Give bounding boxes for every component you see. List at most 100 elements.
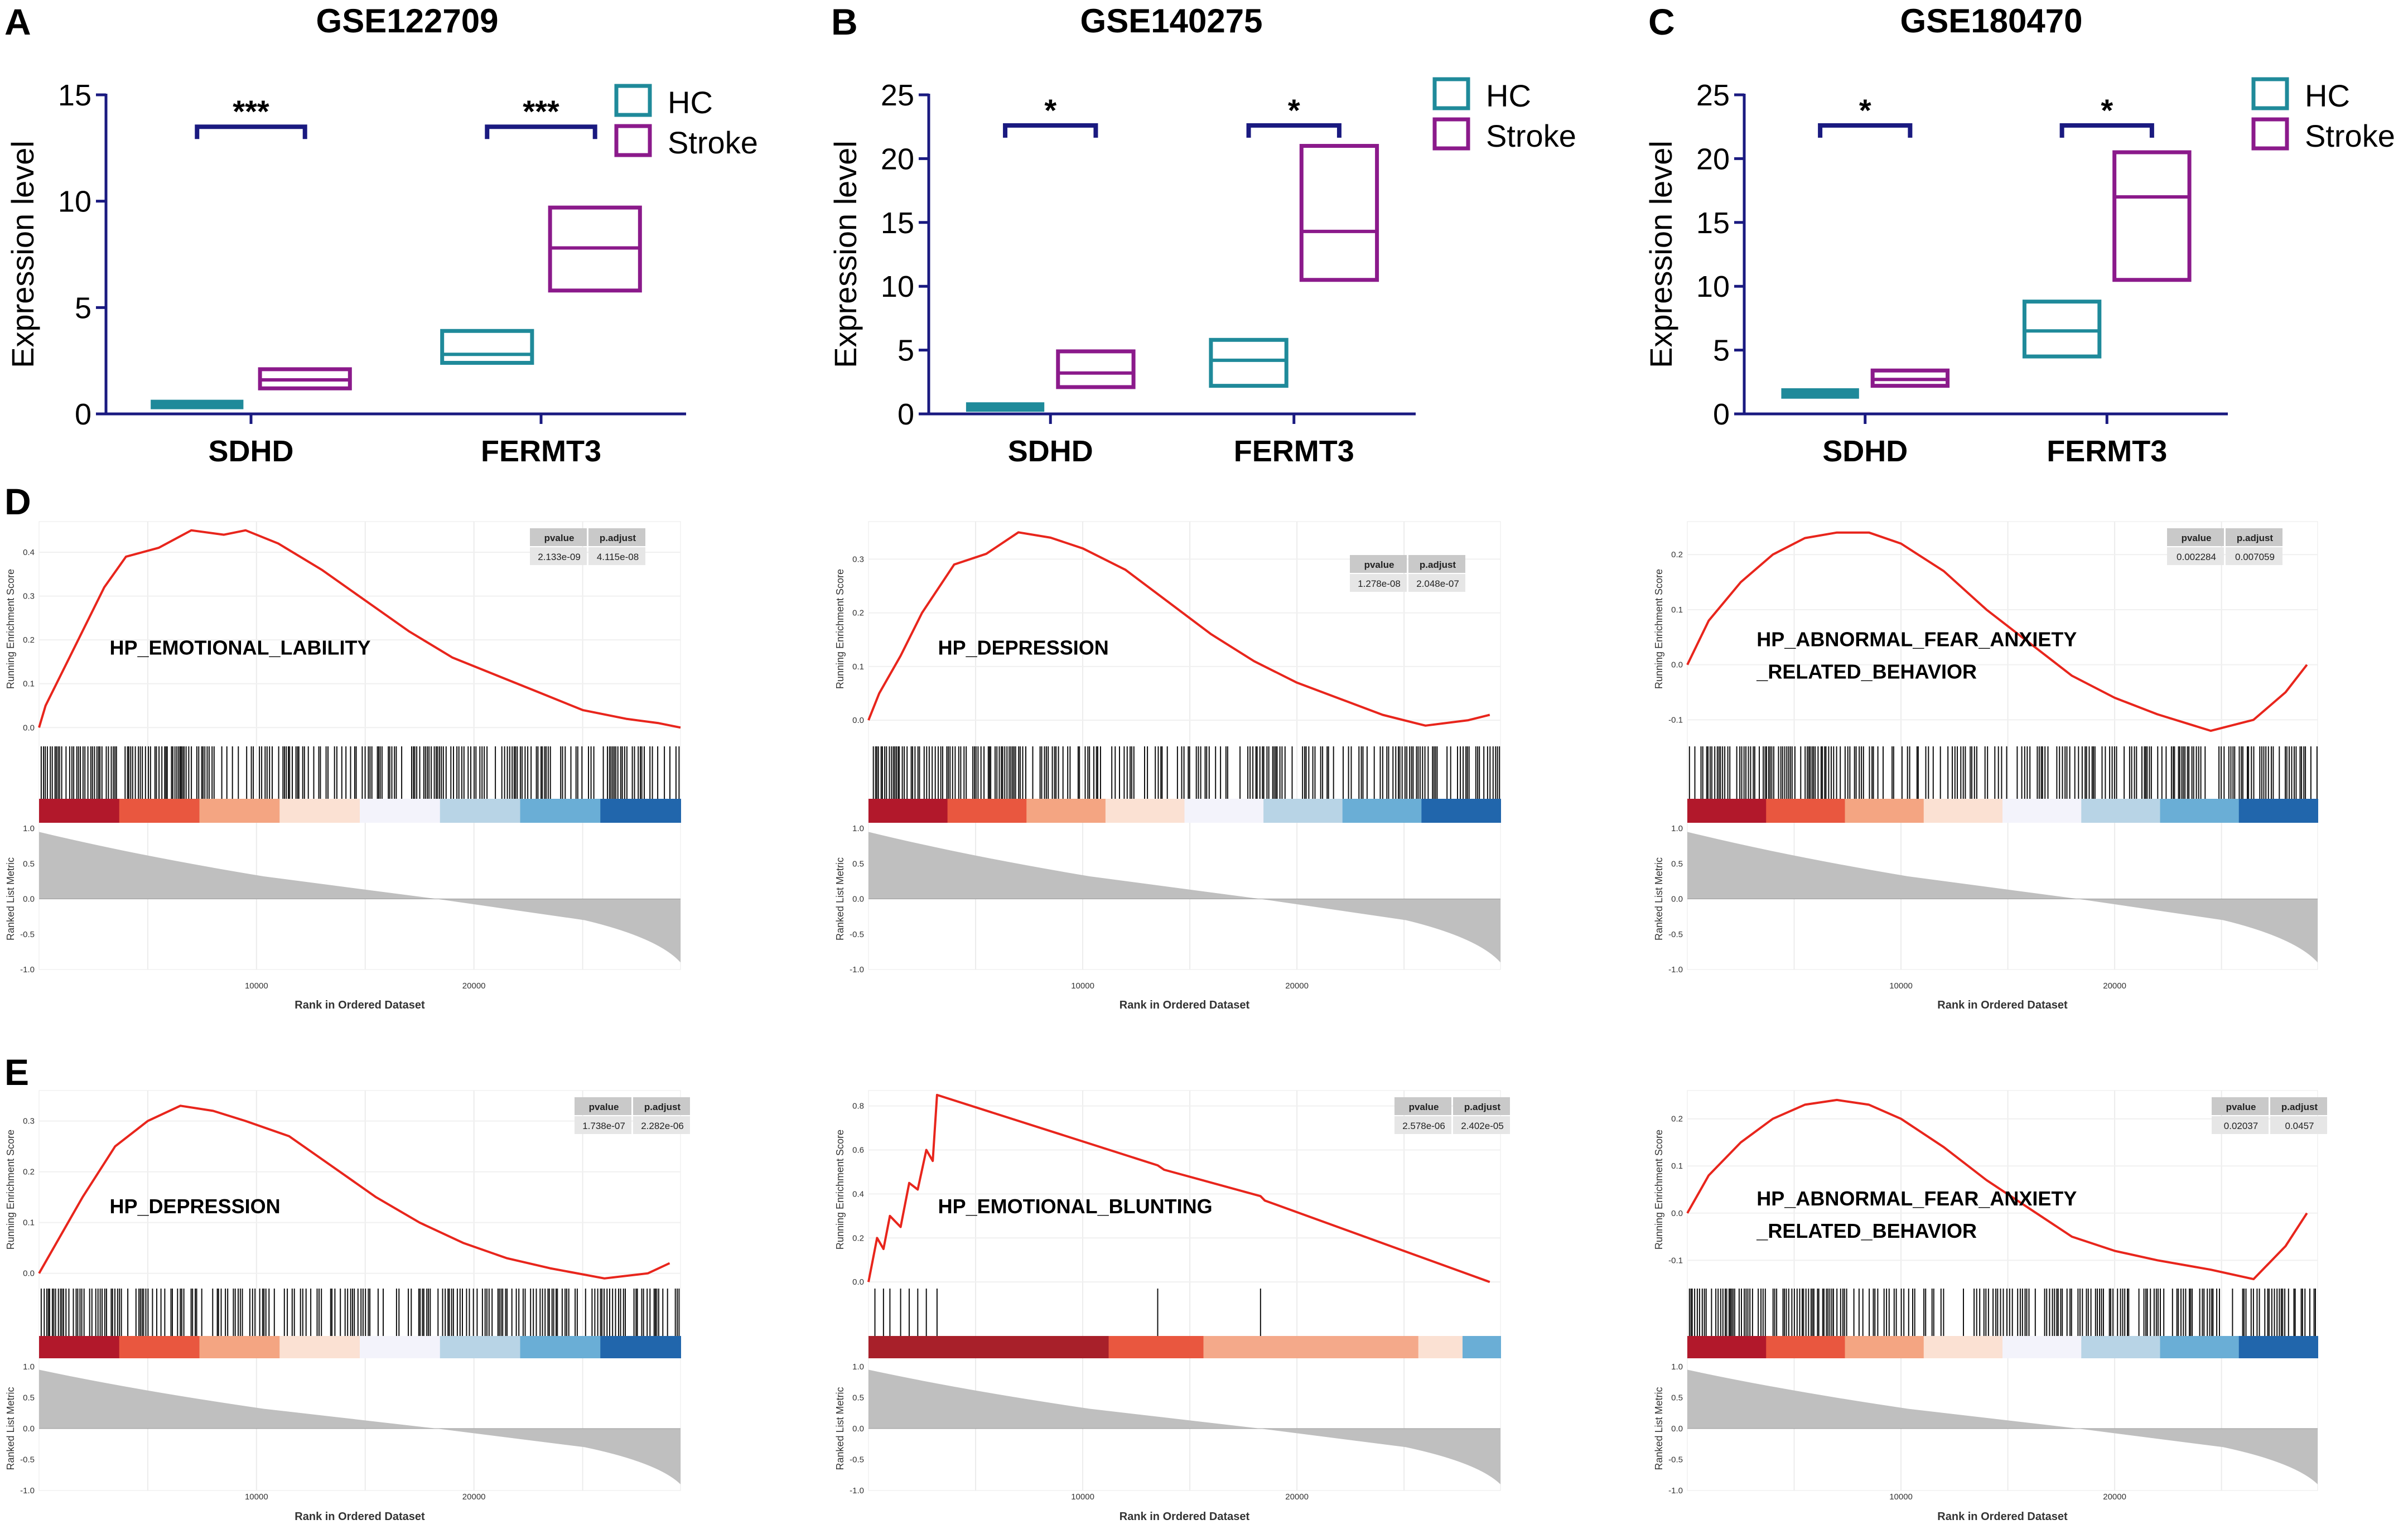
heat-segment <box>1105 799 1185 823</box>
heat-segment <box>2238 1336 2318 1358</box>
heat-segment <box>2238 799 2318 823</box>
heat-segment <box>1342 799 1422 823</box>
box-hc-sdhd <box>966 402 1045 412</box>
p-adjust: 2.282e-06 <box>641 1121 684 1131</box>
legend-swatch-hc <box>614 84 652 117</box>
legend-label: HC <box>668 85 713 120</box>
legend-swatch-hc <box>1432 77 1470 110</box>
hit-markers <box>1688 1289 2316 1336</box>
es-tick-label: 0.2 <box>1671 1115 1683 1124</box>
heat-segment <box>1184 799 1265 823</box>
y-tick-label: 0 <box>75 398 91 431</box>
panel-letter: A <box>4 1 31 42</box>
table-header-cell <box>633 1097 690 1115</box>
rlm-tick-label: 0.0 <box>23 895 35 904</box>
x-category-label: FERMT3 <box>1234 435 1354 468</box>
es-tick-label: 0.6 <box>852 1146 864 1155</box>
table-header-padjust: p.adjust <box>1464 1102 1501 1112</box>
gsea-panel-6: -0.1 0.0 0.1 0.2 Running Enrichment Score HP_… <box>1653 521 2318 1011</box>
table-header-padjust: p.adjust <box>2281 1102 2318 1112</box>
rlm-tick-label: -0.5 <box>850 1455 864 1465</box>
x-category-label: SDHD <box>208 435 293 468</box>
table-header-pvalue: pvalue <box>1409 1102 1439 1112</box>
ranked-list-metric-area <box>868 832 1500 963</box>
es-tick-label: 0.0 <box>1671 1209 1683 1218</box>
y-tick-label: 25 <box>1696 79 1730 112</box>
rlm-tick-label: 0.5 <box>23 859 35 869</box>
significance-label: *** <box>523 94 559 129</box>
significance-bracket <box>485 124 597 139</box>
heat-segment <box>520 799 601 823</box>
x-tick-label: 20000 <box>1285 1492 1309 1502</box>
table-header-pvalue: pvalue <box>544 533 575 543</box>
heat-segment <box>1845 799 1924 823</box>
x-category-label: SDHD <box>1008 435 1093 468</box>
es-axis-label: Running Enrichment Score <box>834 569 846 689</box>
heat-bar <box>1687 799 2318 823</box>
y-axis-label: Expression level <box>5 141 40 368</box>
x-tick-label: 10000 <box>1889 981 1913 991</box>
es-tick-label: 0.0 <box>23 723 35 732</box>
es-tick-label: 0.2 <box>23 635 35 645</box>
rlm-tick-label: 0.0 <box>1671 895 1683 904</box>
gene-set-name-line: HP_EMOTIONAL_LABILITY <box>110 636 371 659</box>
gene-set-name-line: HP_ABNORMAL_FEAR_ANXIETY <box>1756 1187 2077 1210</box>
heat-segment <box>1026 799 1106 823</box>
rlm-tick-label: -0.5 <box>1668 930 1683 939</box>
y-tick-label: 15 <box>881 206 914 240</box>
legend-label: Stroke <box>668 125 758 160</box>
es-tick-label: 0.4 <box>23 548 35 557</box>
y-tick-label: 5 <box>75 291 91 325</box>
gene-set-name: HP_EMOTIONAL_BLUNTING <box>938 1195 1213 1218</box>
table-header-cell <box>575 1097 631 1115</box>
heat-segment <box>1203 1336 1419 1358</box>
box-hc-fermt3 <box>1209 337 1289 388</box>
heat-segment <box>119 1336 200 1358</box>
heat-bar <box>39 1336 681 1358</box>
y-tick-label: 10 <box>881 270 914 303</box>
gene-set-name-line: HP_ABNORMAL_FEAR_ANXIETY <box>1756 628 2077 650</box>
legend-swatch-stroke <box>614 124 652 157</box>
es-tick-label: 0.3 <box>23 592 35 601</box>
ranked-list-metric-area <box>1687 1369 2318 1484</box>
rlm-tick-label: -0.5 <box>1668 1455 1683 1465</box>
heat-segment <box>440 799 521 823</box>
y-tick-label: 5 <box>1713 334 1730 368</box>
gene-set-name-line: _RELATED_BEHAVIOR <box>1756 660 1977 683</box>
table-value-cell <box>1408 574 1465 592</box>
pvalue: 2.578e-06 <box>1402 1121 1445 1131</box>
heat-segment <box>360 799 441 823</box>
rlm-tick-label: 0.0 <box>23 1424 35 1434</box>
table-value-cell <box>2270 1116 2327 1134</box>
panel-letter-e: E <box>4 1051 29 1093</box>
gene-set-name-line: _RELATED_BEHAVIOR <box>1756 1219 1977 1242</box>
heat-segment <box>2160 799 2240 823</box>
heat-segment <box>600 1336 681 1358</box>
rlm-axis-label: Ranked List Metric <box>834 857 846 940</box>
heat-segment <box>1687 1336 1767 1358</box>
rlm-axis-label: Ranked List Metric <box>5 857 16 940</box>
heat-segment <box>2160 1336 2240 1358</box>
rlm-tick-label: 1.0 <box>1671 824 1683 833</box>
table-header-cell <box>2270 1097 2327 1115</box>
legend-label: Stroke <box>2305 118 2395 153</box>
heat-segment <box>1263 799 1343 823</box>
es-axis-label: Running Enrichment Score <box>834 1130 846 1250</box>
table-header-cell <box>588 528 645 546</box>
gene-set-name: HP_ABNORMAL_FEAR_ANXIETY _RELATED_BEHAVIO… <box>1756 628 2077 683</box>
pvalue: 0.02037 <box>2224 1121 2258 1131</box>
rlm-tick-label: 0.5 <box>1671 1393 1683 1403</box>
rlm-tick-label: 1.0 <box>23 1362 35 1372</box>
panel-letter-d: D <box>4 481 31 522</box>
x-category-label: FERMT3 <box>2047 435 2167 468</box>
table-value-cell <box>588 547 645 565</box>
rlm-tick-label: 0.5 <box>852 859 864 869</box>
significance-bracket <box>195 124 307 139</box>
es-curve <box>1686 531 2308 732</box>
rlm-tick-label: 0.0 <box>852 1424 864 1434</box>
panel-letter: B <box>831 1 858 42</box>
y-axis-label: Expression level <box>828 141 863 368</box>
y-tick-label: 20 <box>881 142 914 176</box>
y-tick-label: 20 <box>1696 142 1730 176</box>
es-tick-label: 0.1 <box>1671 605 1683 615</box>
